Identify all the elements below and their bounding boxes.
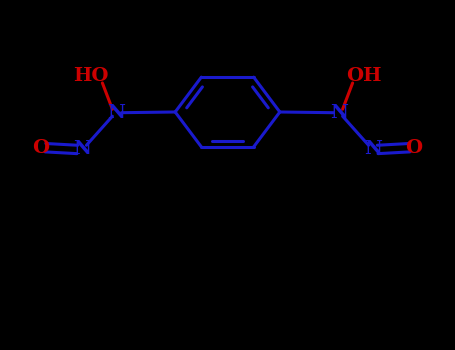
Text: N: N bbox=[330, 104, 348, 122]
Text: O: O bbox=[405, 139, 423, 157]
Text: OH: OH bbox=[346, 67, 382, 85]
Text: N: N bbox=[73, 140, 91, 159]
Text: N: N bbox=[364, 140, 382, 159]
Text: HO: HO bbox=[73, 67, 109, 85]
Text: N: N bbox=[107, 104, 125, 122]
Text: O: O bbox=[32, 139, 50, 157]
